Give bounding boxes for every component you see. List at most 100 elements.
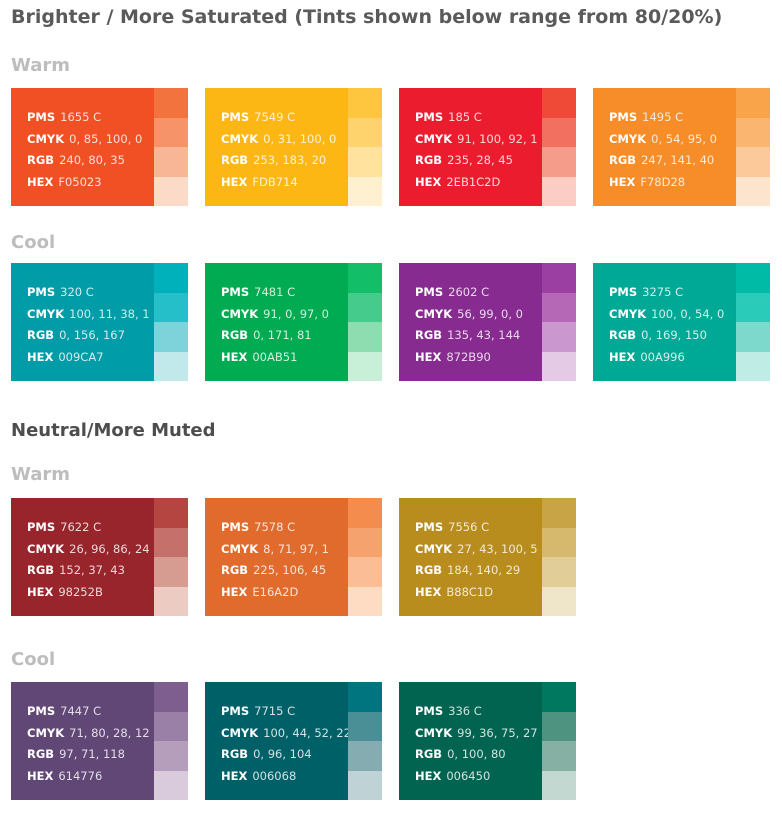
spec-value: 100, 44, 52, 22 <box>263 725 351 740</box>
tint-chip <box>542 263 576 293</box>
tint-chip <box>154 263 188 293</box>
spec-value: 97, 71, 118 <box>59 747 125 762</box>
tint-chip <box>736 322 770 352</box>
spec-key: PMS <box>609 285 638 299</box>
spec-row-cmyk: CMYK 8, 71, 97, 1 <box>221 539 329 561</box>
spec-key: HEX <box>609 175 636 190</box>
spec-value: 71, 80, 28, 12 <box>69 725 150 740</box>
swatch-specs: PMS 7556 C CMYK 27, 43, 100, 5 RGB 184, 140, … <box>415 517 538 604</box>
spec-value: 185 C <box>448 110 482 124</box>
tint-column <box>154 682 188 800</box>
tint-chip <box>154 88 188 118</box>
swatch-main-color: PMS 7622 C CMYK 26, 96, 86, 24 RGB 152, 37, 4… <box>11 498 154 616</box>
spec-value: 7715 C <box>254 704 296 718</box>
spec-value: 1495 C <box>642 110 684 124</box>
spec-key: HEX <box>27 769 54 784</box>
spec-row-pms: PMS 1655 C <box>27 107 142 129</box>
color-swatch: PMS 2602 C CMYK 56, 99, 0, 0 RGB 135, 43, 144… <box>399 263 576 381</box>
tint-chip <box>542 117 576 147</box>
spec-key: HEX <box>221 175 248 190</box>
tint-chip <box>736 292 770 322</box>
tint-chip <box>348 586 382 616</box>
spec-key: RGB <box>609 153 637 168</box>
swatch-main-color: PMS 7447 C CMYK 71, 80, 28, 12 RGB 97, 71, 11… <box>11 682 154 800</box>
spec-row-rgb: RGB 135, 43, 144 <box>415 325 523 347</box>
spec-value: E16A2D <box>252 585 299 600</box>
spec-key: HEX <box>27 350 54 365</box>
spec-row-cmyk: CMYK 71, 80, 28, 12 <box>27 723 150 745</box>
spec-key: RGB <box>221 563 249 578</box>
tint-column <box>348 263 382 381</box>
tint-chip <box>542 682 576 712</box>
spec-value: 009CA7 <box>58 350 104 365</box>
tint-chip <box>348 351 382 381</box>
color-swatch: PMS 185 C CMYK 91, 100, 92, 1 RGB 235, 28, 45… <box>399 88 576 206</box>
spec-row-cmyk: CMYK 100, 0, 54, 0 <box>609 304 724 326</box>
spec-value: 320 C <box>60 285 94 299</box>
tint-column <box>736 263 770 381</box>
group-label-cool-bright: Cool <box>11 232 56 253</box>
spec-value: 7447 C <box>60 704 102 718</box>
tint-chip <box>348 176 382 206</box>
color-swatch: PMS 7549 C CMYK 0, 31, 100, 0 RGB 253, 183, 2… <box>205 88 382 206</box>
spec-row-pms: PMS 7549 C <box>221 107 336 129</box>
spec-key: CMYK <box>27 541 65 556</box>
spec-value: FDB714 <box>252 175 298 190</box>
spec-value: 2602 C <box>448 285 490 299</box>
tint-column <box>542 88 576 206</box>
spec-value: 7481 C <box>254 285 296 299</box>
color-swatch: PMS 7556 C CMYK 27, 43, 100, 5 RGB 184, 140, … <box>399 498 576 616</box>
tint-chip <box>736 263 770 293</box>
spec-key: CMYK <box>221 725 259 740</box>
page-title: Brighter / More Saturated (Tints shown b… <box>11 6 723 28</box>
color-swatch: PMS 3275 C CMYK 100, 0, 54, 0 RGB 0, 169, 150… <box>593 263 770 381</box>
spec-row-rgb: RGB 0, 96, 104 <box>221 744 351 766</box>
spec-key: CMYK <box>221 541 259 556</box>
swatch-specs: PMS 7549 C CMYK 0, 31, 100, 0 RGB 253, 183, 2… <box>221 107 336 194</box>
spec-row-cmyk: CMYK 91, 100, 92, 1 <box>415 129 538 151</box>
tint-column <box>542 682 576 800</box>
swatch-main-color: PMS 1495 C CMYK 0, 54, 95, 0 RGB 247, 141, 40… <box>593 88 736 206</box>
swatch-specs: PMS 1655 C CMYK 0, 85, 100, 0 RGB 240, 80, 35… <box>27 107 142 194</box>
spec-value: 0, 156, 167 <box>59 328 125 343</box>
swatch-main-color: PMS 7578 C CMYK 8, 71, 97, 1 RGB 225, 106, 45… <box>205 498 348 616</box>
spec-row-rgb: RGB 225, 106, 45 <box>221 560 329 582</box>
tint-chip <box>154 741 188 771</box>
spec-key: RGB <box>27 328 55 343</box>
tint-chip <box>154 351 188 381</box>
spec-key: PMS <box>415 520 444 534</box>
spec-value: 006068 <box>252 769 297 784</box>
spec-row-cmyk: CMYK 56, 99, 0, 0 <box>415 304 523 326</box>
spec-key: PMS <box>221 520 250 534</box>
spec-value: 0, 54, 95, 0 <box>651 131 717 146</box>
tint-chip <box>542 322 576 352</box>
spec-row-pms: PMS 320 C <box>27 282 150 304</box>
spec-value: 99, 36, 75, 27 <box>457 725 538 740</box>
spec-row-pms: PMS 1495 C <box>609 107 717 129</box>
spec-row-cmyk: CMYK 0, 54, 95, 0 <box>609 129 717 151</box>
spec-row-cmyk: CMYK 91, 0, 97, 0 <box>221 304 329 326</box>
tint-chip <box>542 88 576 118</box>
spec-row-rgb: RGB 0, 100, 80 <box>415 744 538 766</box>
tint-chip <box>542 292 576 322</box>
spec-row-pms: PMS 7715 C <box>221 701 351 723</box>
swatch-specs: PMS 7622 C CMYK 26, 96, 86, 24 RGB 152, 37, 4… <box>27 517 150 604</box>
spec-value: 2EB1C2D <box>446 175 501 190</box>
spec-value: 26, 96, 86, 24 <box>69 541 150 556</box>
tint-column <box>348 498 382 616</box>
tint-chip <box>542 527 576 557</box>
tint-chip <box>154 322 188 352</box>
spec-key: RGB <box>415 328 443 343</box>
spec-key: CMYK <box>415 131 453 146</box>
spec-key: CMYK <box>415 725 453 740</box>
swatch-specs: PMS 7447 C CMYK 71, 80, 28, 12 RGB 97, 71, 11… <box>27 701 150 788</box>
spec-row-hex: HEX 00AB51 <box>221 347 329 369</box>
spec-value: 247, 141, 40 <box>641 153 715 168</box>
spec-key: HEX <box>221 350 248 365</box>
spec-value: 225, 106, 45 <box>253 563 327 578</box>
spec-value: 8, 71, 97, 1 <box>263 541 329 556</box>
tint-chip <box>348 498 382 528</box>
tint-chip <box>348 117 382 147</box>
spec-row-hex: HEX 009CA7 <box>27 347 150 369</box>
tint-chip <box>154 147 188 177</box>
